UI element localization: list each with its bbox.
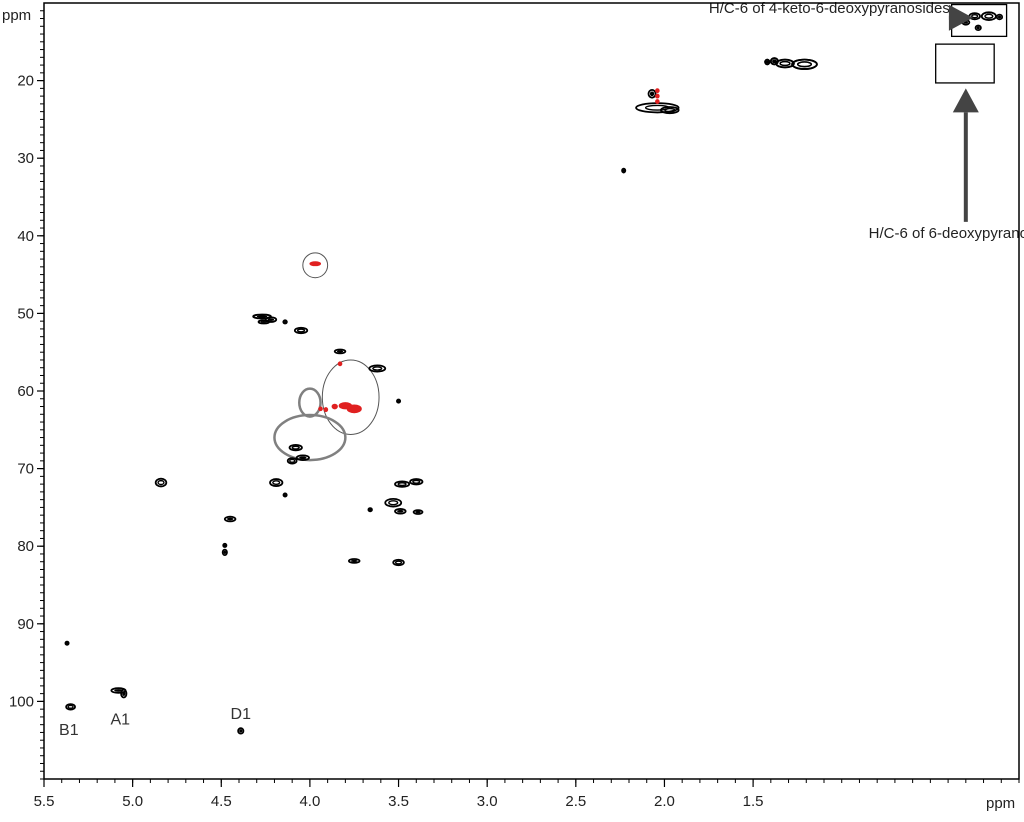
- contour-peak: [257, 319, 271, 325]
- annotation-text: H/C-6 of 4-keto-6-deoxypyranosides: [709, 0, 950, 17]
- red-contour-peak: [655, 93, 660, 99]
- annotation-arrow: [952, 88, 979, 222]
- contour-peak: [269, 478, 284, 487]
- contour-peak: [237, 727, 245, 735]
- contour-peak: [367, 507, 373, 513]
- peak-label: B1: [59, 722, 79, 739]
- red-contour-peaks: [309, 88, 660, 414]
- contour-peak: [394, 480, 411, 488]
- red-contour-peak: [338, 402, 353, 410]
- red-contour-peak: [655, 99, 660, 104]
- x-tick-label: 5.5: [34, 793, 55, 810]
- peak-label: A1: [110, 712, 130, 729]
- inset-peak: [995, 13, 1004, 21]
- red-contour-peak: [309, 261, 322, 267]
- contour-peak: [660, 106, 680, 115]
- contour-peak: [282, 319, 288, 325]
- highlight-region: [273, 413, 347, 462]
- inset-peak: [775, 58, 795, 69]
- x-tick-label: 4.5: [211, 793, 232, 810]
- contour-peak: [621, 167, 627, 174]
- contour-peak: [282, 492, 288, 498]
- highlight-region: [302, 252, 329, 279]
- contour-peak: [65, 703, 76, 711]
- contour-peak: [392, 558, 405, 567]
- contour-peak: [384, 497, 403, 508]
- contour-peak: [295, 454, 310, 461]
- contour-peak: [647, 89, 657, 99]
- contour-peak: [333, 348, 347, 355]
- highlight-region: [321, 359, 380, 435]
- contour-peak: [412, 509, 424, 515]
- x-tick-label: 3.0: [477, 793, 498, 810]
- plot-frame: [43, 2, 1020, 780]
- x-axis-unit: ppm: [986, 795, 1015, 812]
- contour-peak: [221, 548, 228, 557]
- annotation-arrow: [948, 4, 973, 31]
- y-tick-label: 90: [17, 616, 34, 633]
- y-tick-label: 40: [17, 228, 34, 245]
- inset-peak: [791, 58, 818, 70]
- contour-peak: [348, 558, 361, 564]
- y-tick-label: 30: [17, 150, 34, 167]
- contour-peak: [222, 542, 228, 548]
- red-contour-peak: [655, 88, 660, 94]
- y-tick-label: 20: [17, 73, 34, 90]
- contour-peak: [223, 515, 237, 523]
- contour-peak: [409, 478, 424, 486]
- red-contour-peak: [318, 406, 323, 412]
- annotation-text: H/C-6 of 6-deoxypyranosides: [869, 225, 1024, 242]
- red-contour-peak: [323, 407, 329, 413]
- highlight-regions: [273, 252, 380, 462]
- annotations: H/C-6 of 4-keto-6-deoxypyranosides H/C-6 …: [59, 0, 1024, 739]
- y-tick-label: 100: [9, 693, 34, 710]
- inset-peak: [764, 58, 771, 66]
- highlight-region: [298, 387, 322, 418]
- x-tick-label: 2.0: [654, 793, 675, 810]
- x-tick-label: 5.0: [122, 793, 143, 810]
- red-contour-peak: [331, 403, 338, 410]
- inset-box: [935, 43, 995, 84]
- contour-peak: [64, 640, 70, 646]
- y-tick-label: 50: [17, 305, 34, 322]
- x-tick-label: 3.5: [388, 793, 409, 810]
- y-tick-label: 60: [17, 383, 34, 400]
- contour-peak: [293, 326, 309, 335]
- contour-peak: [368, 364, 387, 373]
- peak-label: D1: [231, 706, 252, 723]
- inset-peak: [974, 24, 982, 32]
- y-tick-label: 80: [17, 538, 34, 555]
- axes: ppm ppm 5.5 5.0 4.5 4.0 3.5 3.0 2.5 2.0 1.5 20 30 4…: [2, 2, 1020, 812]
- inset-peak: [980, 11, 997, 21]
- x-tick-label: 2.5: [565, 793, 586, 810]
- contour-peak: [154, 477, 168, 488]
- contour-peak: [288, 444, 303, 452]
- contour-peak: [394, 508, 407, 515]
- black-contour-peaks: [64, 57, 818, 735]
- y-tick-label: 70: [17, 461, 34, 478]
- contour-peak: [286, 457, 298, 465]
- contour-peak: [396, 398, 402, 404]
- x-tick-label: 1.5: [743, 793, 764, 810]
- red-contour-peak: [337, 361, 343, 367]
- y-axis-unit: ppm: [2, 7, 31, 24]
- x-tick-label: 4.0: [299, 793, 320, 810]
- contour-peak: [120, 688, 128, 699]
